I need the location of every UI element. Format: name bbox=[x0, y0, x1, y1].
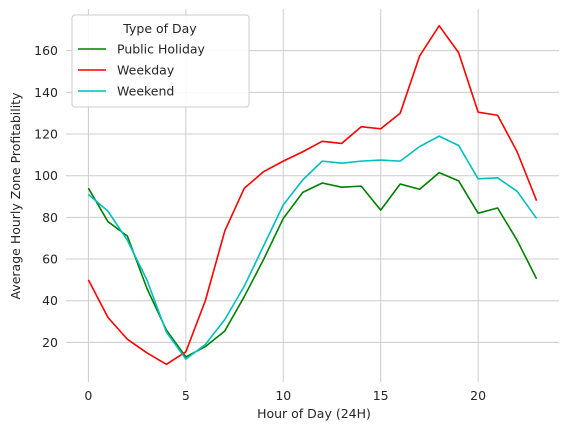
legend-box bbox=[71, 14, 250, 108]
y-tick-labels: 20 40 60 80 100 120 140 160 bbox=[34, 43, 58, 350]
x-tick-label: 10 bbox=[275, 388, 291, 403]
legend-label-weekend: Weekend bbox=[117, 84, 174, 99]
legend: Type of Day Public Holiday Weekday Weekend bbox=[71, 14, 250, 108]
series-lines bbox=[87, 24, 538, 366]
y-tick-label: 120 bbox=[34, 127, 58, 142]
legend-label-weekday: Weekday bbox=[117, 63, 175, 78]
y-tick-label: 60 bbox=[42, 252, 58, 267]
x-tick-labels: 0 5 10 15 20 bbox=[84, 388, 486, 403]
legend-title: Type of Day bbox=[122, 21, 197, 36]
y-tick-label: 140 bbox=[34, 85, 58, 100]
y-tick-label: 100 bbox=[34, 168, 58, 183]
series-line-weekday bbox=[87, 24, 538, 366]
series-line-public-holiday bbox=[87, 171, 538, 358]
y-tick-label: 80 bbox=[42, 210, 58, 225]
x-tick-label: 0 bbox=[84, 388, 92, 403]
y-tick-label: 40 bbox=[42, 293, 58, 308]
y-tick-label: 20 bbox=[42, 335, 58, 350]
legend-label-public-holiday: Public Holiday bbox=[117, 42, 206, 57]
x-tick-label: 5 bbox=[182, 388, 190, 403]
legend-items: Public Holiday Weekday Weekend bbox=[78, 42, 206, 99]
series-line-weekend bbox=[87, 135, 538, 360]
x-axis-title: Hour of Day (24H) bbox=[257, 406, 371, 421]
x-tick-label: 15 bbox=[373, 388, 389, 403]
y-axis-title: Average Hourly Zone Profitability bbox=[8, 92, 23, 300]
y-tick-label: 160 bbox=[34, 43, 58, 58]
x-tick-label: 20 bbox=[470, 388, 486, 403]
